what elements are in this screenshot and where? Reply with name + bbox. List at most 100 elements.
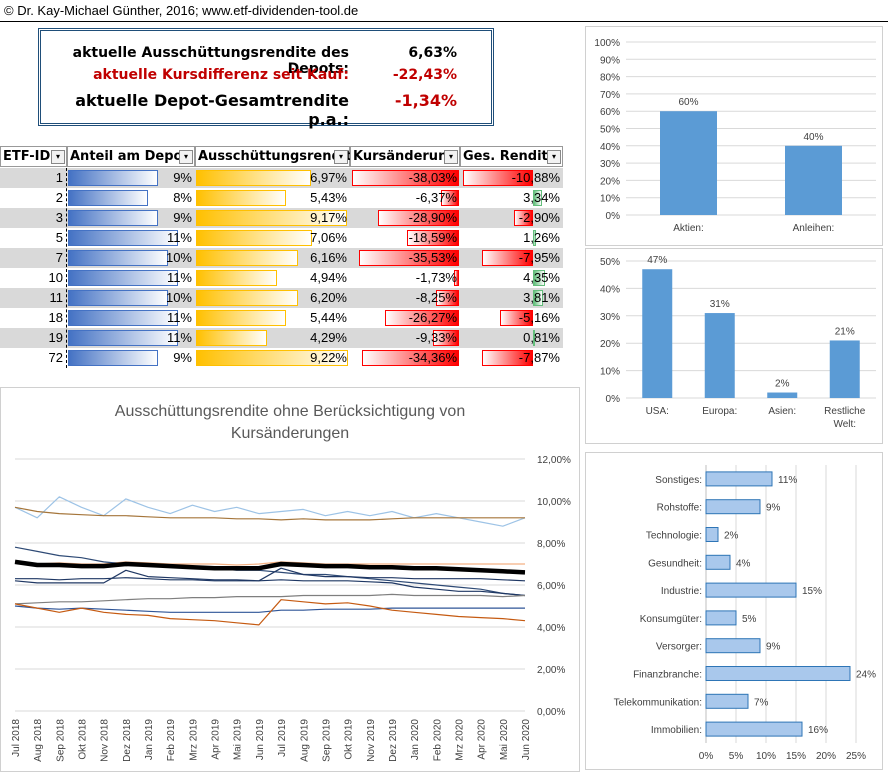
series-line xyxy=(14,496,526,527)
column-header-label: Ges. Rendite xyxy=(463,149,557,164)
x-tick-label: Jun 2019 xyxy=(255,719,266,761)
summary-yield-label: aktuelle Ausschüttungsrendite des Depots… xyxy=(72,45,349,77)
column-header-etf-id[interactable]: ETF-ID ▾ xyxy=(0,146,67,167)
y-category-label: Immobilien: xyxy=(651,725,702,736)
etf-id-cell[interactable]: 2 xyxy=(55,190,63,205)
etf-id-cell[interactable]: 1 xyxy=(55,170,63,185)
summary-total-return-value: -1,34% xyxy=(394,91,457,110)
ges-rendite-cell[interactable]: 3,34% xyxy=(523,190,560,205)
bar xyxy=(705,638,761,654)
table-row[interactable]: 7 10% 6,16% -35,53% -7,95% xyxy=(0,248,563,268)
filter-dropdown-icon[interactable]: ▾ xyxy=(179,150,193,164)
ges-rendite-cell[interactable]: 1,26% xyxy=(523,230,560,245)
ges-rendite-cell[interactable]: -7,87% xyxy=(518,350,560,365)
column-header-anteil[interactable]: Anteil am Depot ▾ xyxy=(67,146,195,167)
column-header-label: Ausschüttungsrendite xyxy=(198,149,361,164)
x-category-label: Aktien: xyxy=(673,223,704,234)
kursaenderung-cell[interactable]: -6,37% xyxy=(415,190,457,205)
ausschuettung-cell[interactable]: 6,97% xyxy=(310,170,347,185)
table-row[interactable]: 10 11% 4,94% -1,73% 4,35% xyxy=(0,268,563,288)
ausschuettung-cell[interactable]: 5,43% xyxy=(310,190,347,205)
etf-id-cell[interactable]: 11 xyxy=(49,290,64,305)
ausschuettung-cell[interactable]: 7,06% xyxy=(310,230,347,245)
ges-rendite-cell[interactable]: -2,90% xyxy=(518,210,560,225)
ausschuettung-cell[interactable]: 4,94% xyxy=(310,270,347,285)
table-row[interactable]: 1 9% 6,97% -38,03% -10,88% xyxy=(0,168,563,188)
kursaenderung-bar xyxy=(359,250,459,266)
kursaenderung-cell[interactable]: -28,90% xyxy=(408,210,457,225)
x-tick-label: Mrz 2020 xyxy=(454,719,465,761)
anteil-cell[interactable]: 11% xyxy=(166,310,192,325)
etf-id-cell[interactable]: 7 xyxy=(55,250,63,265)
anteil-cell[interactable]: 10% xyxy=(165,250,192,265)
filter-dropdown-icon[interactable]: ▾ xyxy=(51,150,65,164)
kursaenderung-cell[interactable]: -35,53% xyxy=(408,250,457,265)
column-header-ausschuettung[interactable]: Ausschüttungsrendite ▾ xyxy=(195,146,360,167)
ges-rendite-cell[interactable]: 3,81% xyxy=(523,290,560,305)
filter-dropdown-icon[interactable]: ▾ xyxy=(444,150,458,164)
ges-rendite-bar xyxy=(533,190,542,206)
anteil-cell[interactable]: 9% xyxy=(173,170,192,185)
y-tick-label: 10% xyxy=(600,367,620,378)
bar xyxy=(704,313,735,398)
ges-rendite-bar xyxy=(533,290,544,306)
y-tick-label: 0% xyxy=(606,211,621,222)
table-row[interactable]: 5 11% 7,06% -18,59% 1,26% xyxy=(0,228,563,248)
table-row[interactable]: 11 10% 6,20% -8,25% 3,81% xyxy=(0,288,563,308)
anteil-cell[interactable]: 9% xyxy=(173,350,192,365)
ausschuettung-bar xyxy=(196,350,348,366)
ausschuettung-cell[interactable]: 9,22% xyxy=(310,350,347,365)
x-tick-label: Apr 2020 xyxy=(477,719,488,760)
etf-id-cell[interactable]: 5 xyxy=(55,230,63,245)
y-category-label: Versorger: xyxy=(656,642,702,653)
etf-id-cell[interactable]: 19 xyxy=(48,330,63,345)
table-row[interactable]: 72 9% 9,22% -34,36% -7,87% xyxy=(0,348,563,368)
ges-rendite-cell[interactable]: -5,16% xyxy=(518,310,560,325)
kursaenderung-cell[interactable]: -26,27% xyxy=(408,310,457,325)
ausschuettung-cell[interactable]: 4,29% xyxy=(310,330,347,345)
ausschuettung-cell[interactable]: 6,16% xyxy=(310,250,347,265)
filter-dropdown-icon[interactable]: ▾ xyxy=(334,150,348,164)
y-tick-label: 0% xyxy=(606,394,621,405)
filter-dropdown-icon[interactable]: ▾ xyxy=(547,150,561,164)
anteil-cell[interactable]: 9% xyxy=(173,210,192,225)
x-tick-label: Jul 2019 xyxy=(277,719,288,757)
ausschuettung-cell[interactable]: 5,44% xyxy=(310,310,347,325)
bar xyxy=(642,269,673,398)
ges-rendite-cell[interactable]: -7,95% xyxy=(518,250,560,265)
anteil-cell[interactable]: 11% xyxy=(166,330,192,345)
column-header-kursaenderung[interactable]: Kursänderung ▾ xyxy=(350,146,460,167)
kursaenderung-cell[interactable]: -9,33% xyxy=(415,330,457,345)
bar xyxy=(705,610,737,626)
ausschuettung-cell[interactable]: 9,17% xyxy=(310,210,347,225)
ausschuettung-cell[interactable]: 6,20% xyxy=(310,290,347,305)
ges-rendite-cell[interactable]: 0,81% xyxy=(523,330,560,345)
anteil-cell[interactable]: 11% xyxy=(166,230,192,245)
etf-id-cell[interactable]: 10 xyxy=(48,270,63,285)
x-category-label: Europa: xyxy=(702,406,737,417)
kursaenderung-cell[interactable]: -8,25% xyxy=(415,290,457,305)
x-tick-label: Aug 2019 xyxy=(299,719,310,762)
ges-rendite-cell[interactable]: 4,35% xyxy=(523,270,560,285)
anteil-bar xyxy=(68,330,178,346)
table-row[interactable]: 19 11% 4,29% -9,33% 0,81% xyxy=(0,328,563,348)
table-row[interactable]: 3 9% 9,17% -28,90% -2,90% xyxy=(0,208,563,228)
summary-yield-value: 6,63% xyxy=(408,45,457,61)
anteil-cell[interactable]: 8% xyxy=(173,190,192,205)
kursaenderung-cell[interactable]: -38,03% xyxy=(408,170,457,185)
anteil-cell[interactable]: 11% xyxy=(166,270,192,285)
kursaenderung-cell[interactable]: -18,59% xyxy=(408,230,457,245)
table-row[interactable]: 18 11% 5,44% -26,27% -5,16% xyxy=(0,308,563,328)
anteil-cell[interactable]: 10% xyxy=(165,290,192,305)
etf-id-cell[interactable]: 3 xyxy=(55,210,63,225)
etf-id-cell[interactable]: 72 xyxy=(48,350,63,365)
ges-rendite-cell[interactable]: -10,88% xyxy=(511,170,560,185)
kursaenderung-cell[interactable]: -1,73% xyxy=(415,270,457,285)
column-header-ges-rendite[interactable]: Ges. Rendite ▾ xyxy=(460,146,563,167)
ausschuettung-bar xyxy=(196,290,299,306)
bar xyxy=(705,693,749,709)
table-row[interactable]: 2 8% 5,43% -6,37% 3,34% xyxy=(0,188,563,208)
kursaenderung-cell[interactable]: -34,36% xyxy=(408,350,457,365)
ges-rendite-bar xyxy=(533,330,536,346)
etf-id-cell[interactable]: 18 xyxy=(48,310,63,325)
